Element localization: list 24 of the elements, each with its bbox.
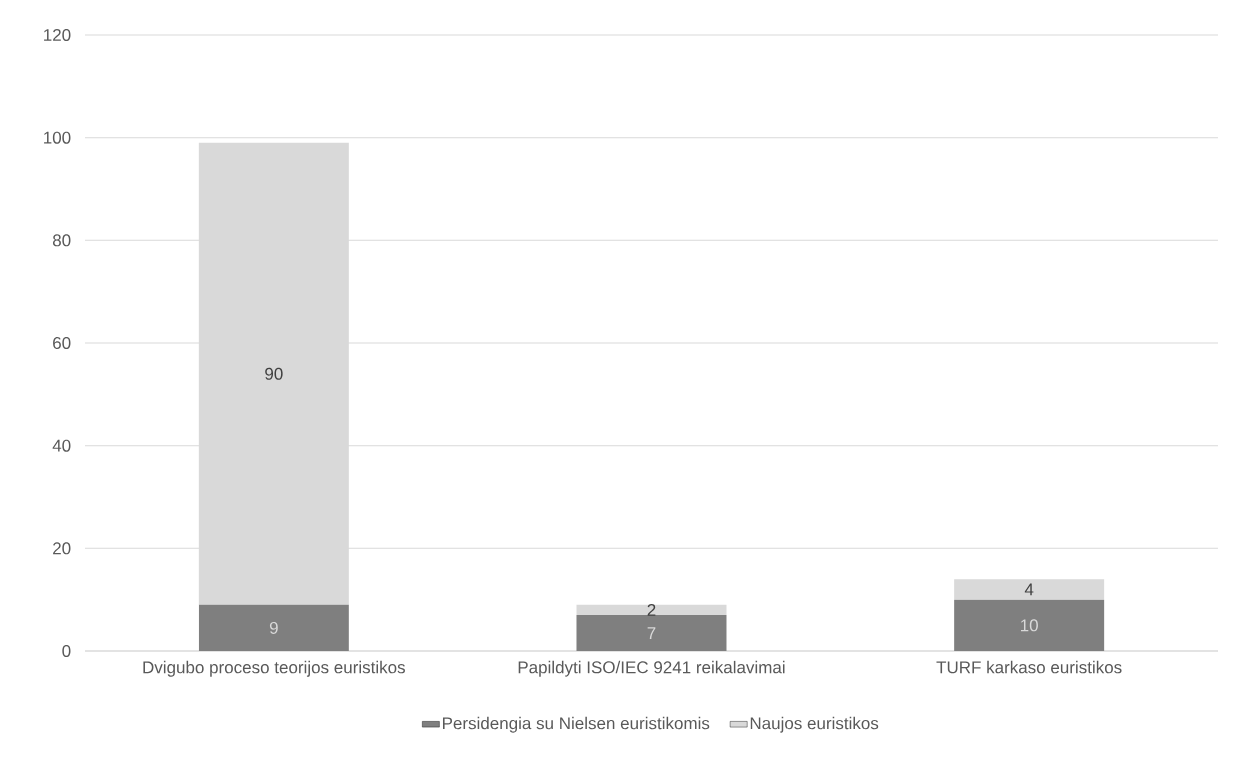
bar bbox=[198, 142, 349, 605]
bar bbox=[576, 615, 727, 651]
bar bbox=[954, 579, 1105, 600]
y-tick-label: 120 bbox=[44, 28, 71, 42]
y-tick-label: 100 bbox=[44, 131, 71, 144]
x-tick-label: Dvigubo proceso teorijos euristikos bbox=[143, 660, 405, 677]
data-label: 10 bbox=[1021, 619, 1038, 632]
data-label: 4 bbox=[1024, 583, 1034, 596]
x-tick-label: TURF karkaso euristikos bbox=[936, 660, 1122, 674]
bar bbox=[954, 599, 1105, 651]
y-tick-label: 60 bbox=[53, 336, 71, 350]
y-tick-label: 0 bbox=[62, 644, 71, 658]
bar bbox=[576, 604, 727, 616]
data-label: 9 bbox=[269, 621, 278, 634]
data-label: 7 bbox=[647, 627, 656, 639]
x-tick-label: Papildyti ISO/IEC 9241 reikalavimai bbox=[518, 660, 785, 677]
y-tick-label: 40 bbox=[52, 439, 71, 452]
legend-label: Persidengia su Nielsen euristikomis bbox=[442, 716, 710, 733]
legend-label: Naujos euristikos bbox=[750, 716, 879, 733]
y-tick-label: 80 bbox=[52, 234, 71, 247]
data-label: 90 bbox=[265, 367, 283, 380]
bar bbox=[198, 604, 349, 651]
y-tick-label: 20 bbox=[53, 542, 71, 555]
data-label: 2 bbox=[647, 603, 656, 616]
